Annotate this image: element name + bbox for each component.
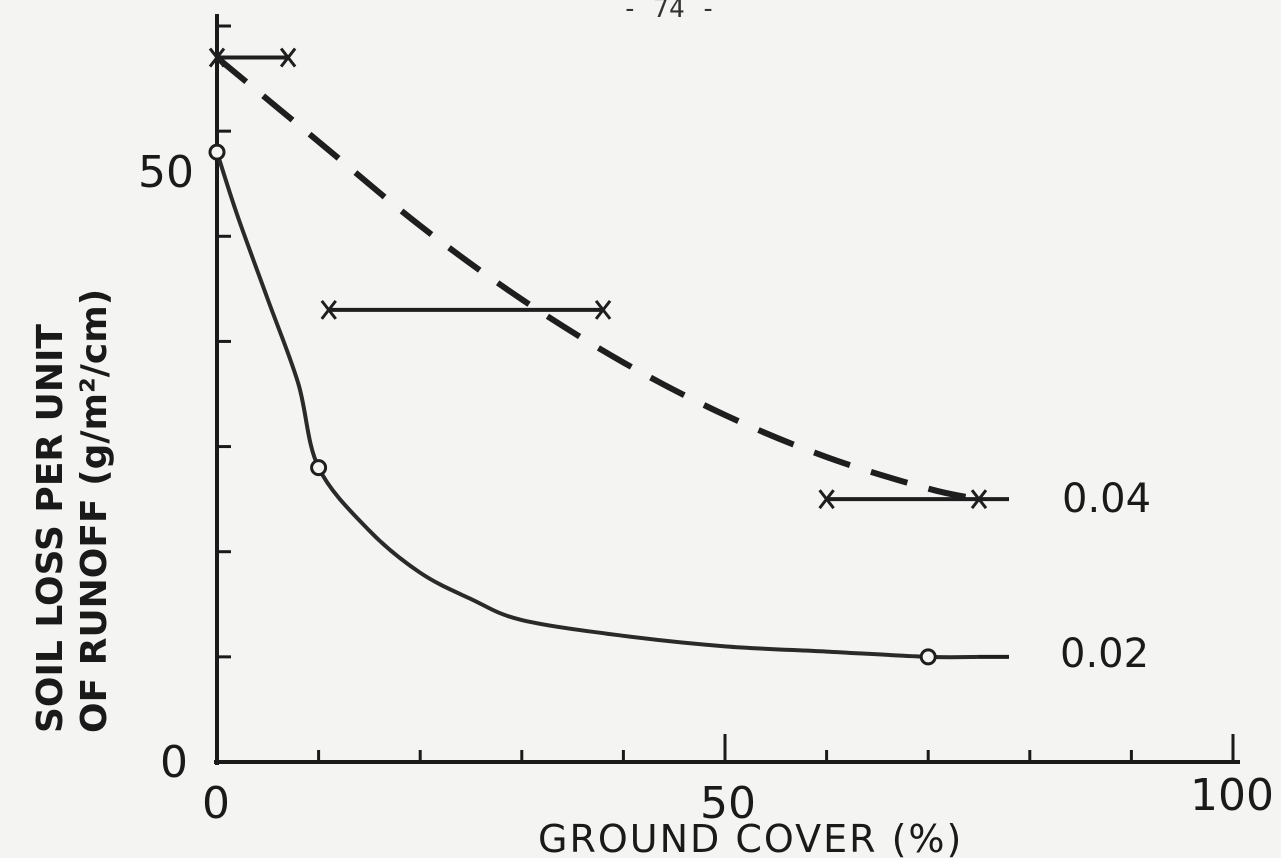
page-number: - 74 - bbox=[622, 0, 716, 24]
y-axis-title-line2: OF RUNOFF (g/m²/cm) bbox=[74, 289, 115, 733]
data-point-2 bbox=[919, 648, 937, 666]
x-tick-label-0: 0 bbox=[202, 778, 230, 829]
x-marker-1-1 bbox=[594, 299, 612, 320]
series-layer bbox=[208, 47, 1009, 666]
y-tick-label-50: 50 bbox=[138, 147, 194, 198]
x-tick-label-100: 100 bbox=[1190, 770, 1274, 821]
data-point-1 bbox=[310, 459, 328, 477]
x-marker-2-0 bbox=[818, 489, 835, 510]
data-point-0 bbox=[208, 143, 226, 161]
series-label-0.02: 0.02 bbox=[1060, 631, 1149, 677]
y-axis-title-line1: SOIL LOSS PER UNIT bbox=[30, 324, 71, 733]
y-tick-label-0: 0 bbox=[160, 737, 188, 788]
series-label-0.04: 0.04 bbox=[1062, 476, 1151, 522]
x-axis-title: GROUND COVER (%) bbox=[538, 817, 963, 858]
series-0.02 bbox=[208, 143, 1009, 666]
x-marker-1-0 bbox=[320, 299, 337, 320]
x-tick-label-50: 50 bbox=[700, 778, 756, 829]
axes bbox=[214, 14, 1240, 765]
x-marker-0-0 bbox=[208, 47, 226, 68]
series-0.04 bbox=[208, 47, 1009, 510]
axis-labels: 0 50 100 0 50 GROUND COVER (%) SOIL LOSS… bbox=[30, 147, 1274, 858]
x-marker-2-1 bbox=[970, 489, 988, 510]
x-marker-0-1 bbox=[279, 47, 297, 68]
series-line-0.02 bbox=[215, 151, 980, 660]
series-line-0.04 bbox=[215, 55, 980, 503]
axis-ticks bbox=[217, 24, 1235, 764]
